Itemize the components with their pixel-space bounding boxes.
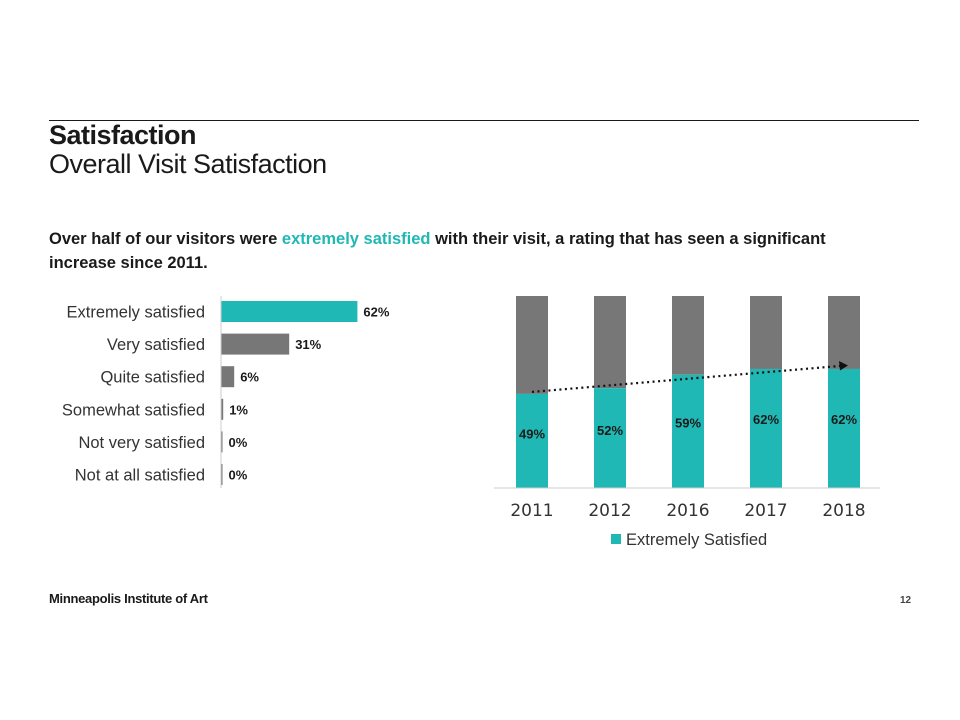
title-rule: [49, 120, 919, 121]
vbar-value-label: 62%: [753, 412, 779, 427]
satisfaction-distribution-chart: Extremely satisfied 62% Very satisfied 31% Q…: [62, 296, 390, 488]
slide-title: Satisfaction: [49, 120, 197, 150]
vbar-remainder-segment: [516, 296, 548, 394]
vbar-remainder-segment: [594, 296, 626, 389]
vbar-year-label: 2017: [744, 501, 787, 521]
vbar-remainder-segment: [750, 296, 782, 369]
hbar-value-label: 0%: [229, 468, 248, 483]
headline-highlight: extremely satisfied: [281, 230, 431, 248]
hbar-category-label: Somewhat satisfied: [62, 401, 205, 419]
vbar-year-label: 2018: [822, 501, 865, 521]
vbar-extremely-satisfied-segment: [828, 368, 860, 488]
vbar-value-label: 62%: [831, 412, 857, 427]
slide-subtitle: Overall Visit Satisfaction: [49, 149, 327, 179]
hbar-value-label: 62%: [363, 305, 389, 320]
hbar-bar: [221, 464, 223, 485]
hbar-bar: [221, 366, 235, 388]
vbar-extremely-satisfied-segment: [672, 374, 704, 488]
vbar-remainder-segment: [828, 296, 860, 369]
vbar-year-label: 2012: [588, 501, 631, 521]
brand-logo-text: Minneapolis Institute of Art: [49, 591, 208, 606]
hbar-category-label: Very satisfied: [107, 336, 205, 354]
legend-swatch: [611, 534, 621, 544]
vbar-extremely-satisfied-segment: [516, 393, 548, 488]
vbar-year-label: 2016: [666, 501, 709, 521]
hbar-value-label: 1%: [229, 402, 248, 417]
headline: Over half of our visitors were extremely…: [49, 227, 889, 275]
hbar-category-label: Not very satisfied: [78, 434, 205, 452]
vbar-value-label: 49%: [519, 426, 545, 441]
vbar-value-label: 52%: [597, 423, 623, 438]
headline-pre: Over half of our visitors were: [49, 230, 282, 248]
headline-post: with their visit, a rating that has seen…: [49, 230, 826, 272]
page-number: 12: [900, 595, 912, 606]
hbar-bar: [221, 301, 358, 322]
hbar-value-label: 31%: [295, 337, 321, 352]
hbar-category-label: Quite satisfied: [100, 369, 205, 387]
vbar-year-label: 2011: [510, 501, 553, 521]
trend-line: [531, 364, 841, 394]
vbar-value-label: 59%: [675, 415, 701, 430]
extremely-satisfied-trend-chart: 49% 2011 52% 2012 59% 2016 62% 2017 62% 2018 Extre…: [494, 296, 880, 549]
vbar-extremely-satisfied-segment: [594, 388, 626, 488]
trend-arrow-icon: [839, 360, 848, 371]
hbar-value-label: 0%: [229, 435, 248, 450]
legend-label: Extremely Satisfied: [626, 531, 767, 549]
vbar-extremely-satisfied-segment: [750, 368, 782, 488]
hbar-category-label: Not at all satisfied: [75, 467, 205, 485]
hbar-value-label: 6%: [240, 370, 259, 385]
hbar-bar: [221, 431, 223, 453]
hbar-bar: [221, 333, 290, 355]
hbar-bar: [221, 398, 224, 420]
hbar-category-label: Extremely satisfied: [67, 304, 205, 322]
vbar-remainder-segment: [672, 296, 704, 375]
